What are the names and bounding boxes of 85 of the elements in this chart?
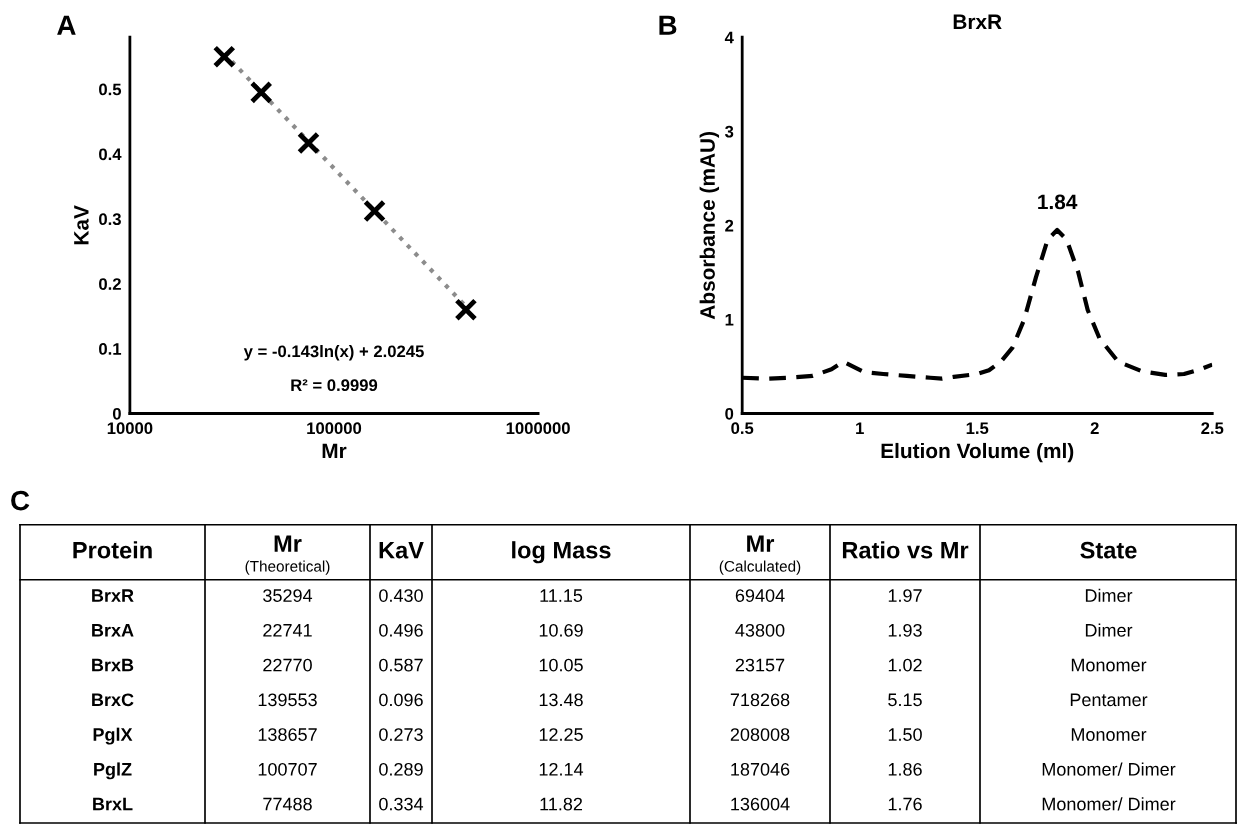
text: 22770 — [263, 658, 312, 672]
text: 0.496 — [379, 623, 423, 637]
category-label: Mr (Theoretical) — [245, 535, 330, 575]
text: PglZ — [94, 762, 132, 780]
text: 1.02 — [888, 658, 922, 672]
text: 11.82 — [540, 797, 583, 811]
y-tick-label: 0.2 — [99, 278, 121, 290]
y-tick-label: 0.3 — [99, 213, 121, 226]
category-label: log Mass — [512, 541, 611, 564]
text: 1.97 — [888, 589, 922, 602]
text: Monomer/ Dimer — [1042, 797, 1176, 811]
annotation: y = -0.143ln(x) + 2.0245 — [243, 344, 424, 361]
annotation: 1.84 — [1038, 194, 1078, 210]
text: BrxR — [92, 589, 134, 602]
category-label: Mr (Calculated) — [719, 535, 801, 575]
x-axis-title: Elution Volume (ml) — [881, 442, 1074, 463]
text: 1.50 — [888, 728, 922, 741]
y-tick-label: 0.1 — [99, 343, 122, 355]
text: 1.86 — [888, 762, 922, 776]
text: BrxL — [93, 797, 133, 811]
text: 35294 — [263, 589, 313, 602]
text: 208008 — [730, 728, 790, 741]
x-tick-label: 2.5 — [1201, 422, 1224, 435]
x-tick-label: 2 — [1090, 422, 1099, 434]
text: Monomer/ Dimer — [1042, 762, 1176, 776]
annotation: R² = 0.9999 — [291, 379, 378, 392]
text: 22741 — [263, 623, 312, 637]
text: C — [11, 490, 30, 511]
y-tick-label: 1 — [725, 314, 734, 326]
text: PglX — [93, 727, 133, 745]
text: 0.334 — [379, 797, 424, 811]
y-tick-label: 2 — [725, 219, 734, 232]
x-tick-label: 10000 — [107, 422, 153, 435]
text: B — [659, 15, 677, 35]
text: 23157 — [735, 658, 785, 672]
text: 69404 — [735, 589, 785, 602]
text: 10.69 — [539, 623, 583, 637]
y-tick-label: 3 — [724, 125, 734, 138]
x-tick-label: 1.5 — [966, 422, 989, 435]
text: 43800 — [735, 623, 785, 637]
text: A — [57, 15, 76, 35]
text: Dimer — [1085, 588, 1133, 602]
text: BrxA — [92, 624, 134, 637]
y-tick-label: 0 — [725, 407, 734, 420]
y-tick-label: 0.5 — [99, 83, 122, 96]
text: Dimer — [1085, 623, 1133, 637]
text: 0.430 — [379, 589, 423, 602]
text: 136004 — [731, 797, 790, 811]
y-tick-label: 0 — [112, 407, 121, 420]
text: 0.289 — [379, 762, 423, 776]
text: Monomer — [1071, 728, 1147, 741]
text: 0.587 — [379, 658, 423, 672]
text: 12.14 — [539, 762, 584, 776]
text: BrxC — [92, 693, 134, 707]
text: 1.76 — [888, 797, 922, 811]
text: 0.096 — [379, 693, 423, 707]
text: 12.25 — [539, 728, 583, 741]
text: 1.93 — [888, 623, 922, 637]
x-tick-label: 1000000 — [506, 422, 570, 435]
text: 187046 — [731, 762, 790, 776]
category-label: Protein — [73, 541, 152, 559]
x-tick-label: 1 — [856, 422, 864, 434]
text: 0.273 — [379, 728, 423, 741]
text: Monomer — [1071, 658, 1147, 672]
text: 139553 — [258, 693, 317, 707]
text: 10.05 — [539, 658, 583, 672]
category-label: KaV — [379, 542, 424, 559]
text: 77488 — [263, 797, 312, 811]
category-label: Ratio vs Mr — [842, 541, 969, 559]
text: 138657 — [258, 728, 317, 741]
text: BrxB — [92, 658, 134, 672]
text: Pentamer — [1070, 693, 1148, 707]
y-tick-label: 0.4 — [99, 148, 122, 161]
chart-title: BrxR — [953, 14, 1002, 29]
text: 5.15 — [888, 693, 922, 707]
x-tick-label: 100000 — [307, 422, 362, 435]
category-label: State — [1080, 541, 1137, 559]
text: 718268 — [730, 693, 790, 707]
y-axis-title: KaV — [74, 205, 89, 245]
text: 13.48 — [539, 693, 583, 707]
x-axis-title: Mr — [322, 443, 347, 459]
y-tick-label: 4 — [724, 31, 734, 44]
text: 100707 — [258, 762, 317, 776]
y-axis-title: Absorbance (mAU) — [699, 132, 720, 320]
text: 11.15 — [540, 589, 583, 602]
